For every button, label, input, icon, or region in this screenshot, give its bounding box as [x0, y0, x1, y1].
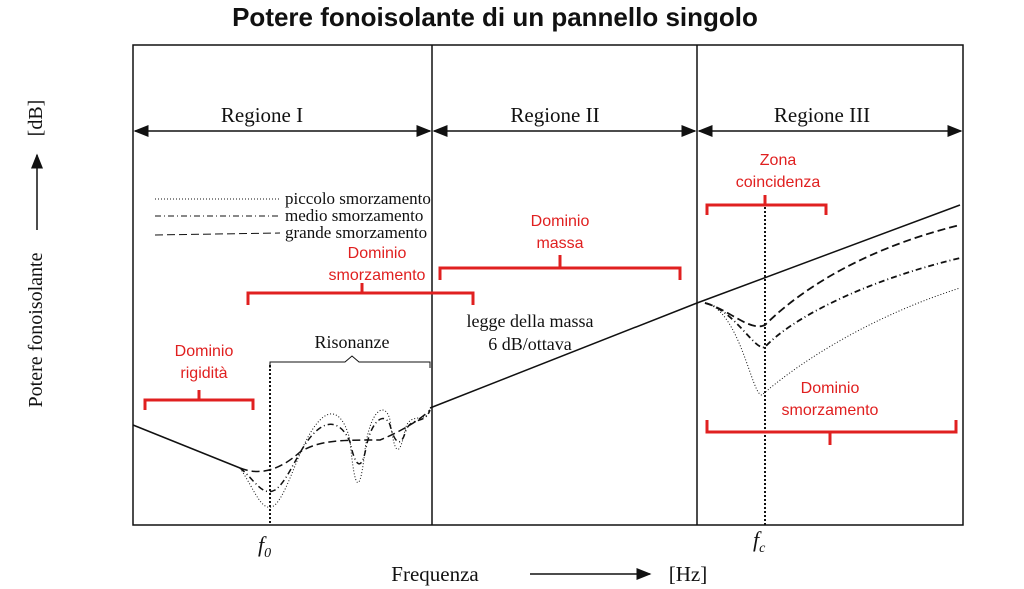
frame — [132, 44, 964, 526]
y-axis-label: Potere fonoisolante — [25, 252, 47, 407]
legend-text: piccolo smorzamento — [285, 189, 431, 208]
annotation: Zona — [760, 152, 797, 169]
stiffness-line — [132, 424, 241, 469]
bracket — [246, 283, 475, 305]
curve-medium-damping — [239, 409, 431, 493]
f0-label: f0 — [258, 532, 271, 561]
annotation: Dominio — [531, 213, 590, 230]
fc-label: fc — [753, 527, 766, 556]
mass-law-label: 6 dB/ottava — [488, 334, 572, 354]
legend-text: medio smorzamento — [285, 206, 423, 225]
curve-small-damping — [704, 287, 961, 396]
annotation: coincidenza — [736, 174, 821, 191]
bracket — [705, 420, 958, 445]
curve-large-damping — [239, 409, 431, 473]
curve-small-damping — [239, 409, 431, 508]
bracket — [705, 195, 828, 215]
region-label: Regione II — [510, 103, 599, 127]
mass-law-label: legge della massa — [467, 311, 594, 331]
x-axis-label: Frequenza — [391, 562, 479, 586]
resonance-brace — [269, 355, 431, 368]
annotation: smorzamento — [329, 267, 426, 284]
curve-large-damping — [704, 224, 961, 328]
region-label: Regione III — [774, 103, 870, 127]
y-axis-unit: [dB] — [25, 100, 47, 137]
mass-law-line — [429, 204, 961, 409]
curve-medium-damping — [704, 257, 961, 349]
x-axis-unit: [Hz] — [669, 562, 707, 586]
resonance-label: Risonanze — [315, 332, 390, 352]
region-label: Regione I — [221, 103, 303, 127]
annotation: Dominio — [801, 380, 860, 397]
bracket — [438, 255, 682, 280]
legend-text: grande smorzamento — [285, 223, 427, 242]
annotation: Dominio — [348, 245, 407, 262]
bracket — [143, 390, 255, 410]
annotation: smorzamento — [782, 402, 879, 419]
annotation: Dominio — [175, 343, 234, 360]
annotation: massa — [536, 235, 583, 252]
annotation: rigidità — [180, 365, 227, 382]
legend-line — [154, 232, 281, 236]
title: Potere fonoisolante di un pannello singo… — [232, 2, 758, 32]
